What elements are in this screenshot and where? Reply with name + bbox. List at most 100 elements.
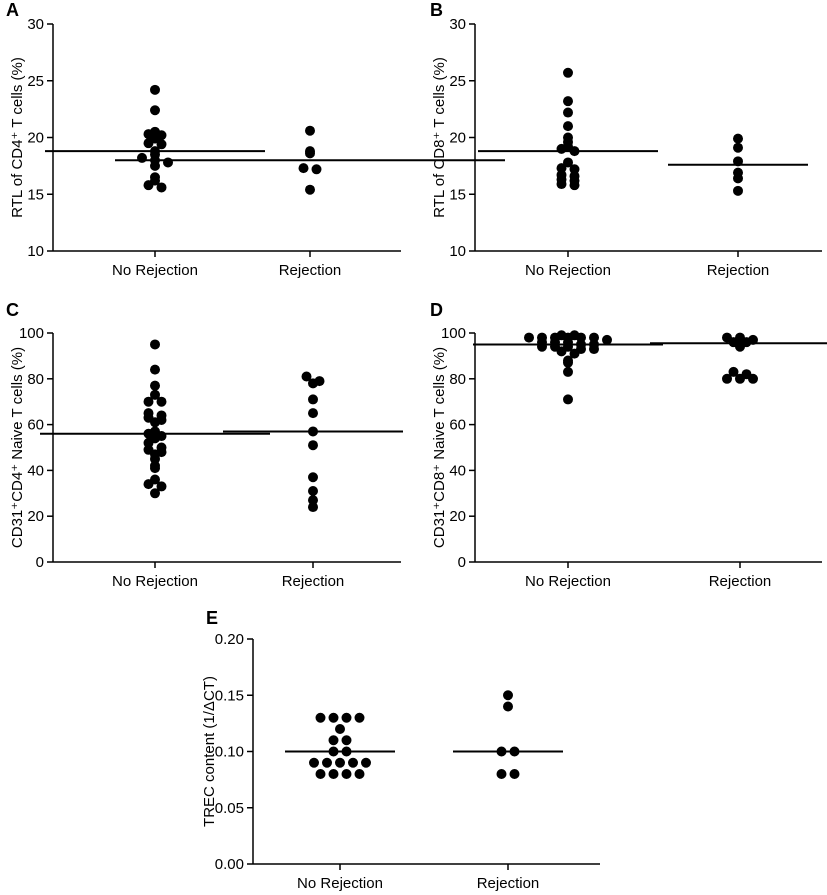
- data-point: [569, 330, 580, 341]
- y-tick-label: 0.15: [215, 687, 244, 704]
- data-point: [556, 163, 567, 174]
- data-point: [156, 182, 167, 193]
- x-category-label: No Rejection: [112, 262, 198, 279]
- data-point: [733, 133, 743, 144]
- data-point: [563, 132, 573, 143]
- data-point: [308, 472, 318, 483]
- y-tick-label: 0.00: [215, 856, 244, 873]
- data-point: [722, 373, 732, 384]
- data-point: [150, 126, 160, 137]
- data-point: [156, 410, 167, 421]
- x-category-label: Rejection: [477, 875, 540, 892]
- y-tick-label: 60: [449, 417, 466, 434]
- y-tick-label: 25: [449, 73, 466, 90]
- data-point: [315, 712, 326, 723]
- panel-letter: A: [6, 0, 19, 20]
- x-category-label: No Rejection: [525, 262, 611, 279]
- panel-letter: C: [6, 300, 19, 320]
- y-tick-label: 15: [449, 186, 466, 203]
- data-point: [308, 394, 318, 405]
- data-point: [328, 769, 339, 779]
- data-point: [308, 408, 318, 419]
- y-axis-title: RTL of CD8⁺ T cells (%): [431, 57, 448, 218]
- data-point: [156, 396, 167, 407]
- data-point: [341, 769, 352, 779]
- y-tick-label: 100: [19, 325, 44, 342]
- data-point: [328, 712, 339, 723]
- data-point: [341, 735, 352, 746]
- data-point: [308, 486, 318, 497]
- data-point: [150, 105, 160, 116]
- data-point: [563, 96, 573, 107]
- data-point: [150, 84, 160, 95]
- y-axis-title: RTL of CD4⁺ T cells (%): [9, 57, 26, 218]
- y-tick-label: 0.10: [215, 744, 244, 761]
- data-point: [311, 164, 322, 175]
- data-point: [563, 121, 573, 132]
- data-point: [524, 332, 534, 343]
- panel-c: C 0 20 40 60 80 100 No Rejection Rejection CD31⁺C…: [6, 300, 403, 590]
- data-point: [308, 440, 318, 451]
- y-tick-label: 20: [27, 130, 44, 147]
- data-point: [563, 157, 573, 168]
- x-category-label: Rejection: [279, 262, 342, 279]
- data-point: [150, 172, 160, 183]
- data-point: [315, 769, 326, 779]
- data-point: [156, 442, 167, 453]
- data-point: [537, 332, 547, 343]
- panel-letter: B: [430, 0, 443, 20]
- data-point: [735, 332, 745, 343]
- data-point: [163, 157, 173, 168]
- panel-a: A 10 15 20 25 30 No Rejection Rejection RTL of C…: [6, 0, 505, 279]
- data-point: [143, 408, 154, 419]
- y-tick-label: 80: [449, 371, 466, 388]
- data-point: [496, 769, 507, 779]
- data-point: [309, 757, 319, 768]
- data-point: [733, 167, 743, 178]
- data-point: [741, 369, 752, 380]
- data-point: [305, 184, 315, 195]
- y-tick-label: 0.20: [215, 631, 244, 648]
- data-point: [563, 366, 573, 377]
- data-point: [509, 769, 520, 779]
- data-point: [322, 757, 332, 768]
- y-tick-label: 0: [458, 554, 466, 571]
- y-tick-label: 20: [449, 508, 466, 525]
- y-tick-label: 30: [27, 16, 44, 33]
- data-point: [150, 364, 160, 375]
- y-tick-label: 80: [27, 371, 44, 388]
- panel-e: E 0.00 0.05 0.10 0.15 0.20 No Rejection Rejecti…: [201, 608, 600, 892]
- y-tick-label: 30: [449, 16, 466, 33]
- y-axis-title: TREC content (1/ΔCT): [201, 676, 218, 827]
- panel-letter: E: [206, 608, 218, 628]
- y-axis-title: CD31⁺CD8⁺ Naive T cells (%): [431, 347, 448, 548]
- data-point: [361, 757, 371, 768]
- y-tick-label: 15: [27, 186, 44, 203]
- data-point: [733, 142, 743, 153]
- data-point: [150, 380, 160, 391]
- data-point: [137, 152, 147, 163]
- y-tick-label: 40: [449, 462, 466, 479]
- data-point: [150, 488, 160, 499]
- data-point: [563, 355, 573, 366]
- data-point: [308, 495, 318, 506]
- y-tick-label: 10: [27, 243, 44, 260]
- y-tick-label: 60: [27, 417, 44, 434]
- data-point: [150, 339, 160, 350]
- panel-b: B 10 15 20 25 30 No Rejection Rejection RTL of C…: [430, 0, 822, 279]
- data-point: [335, 724, 345, 734]
- data-point: [563, 67, 573, 78]
- data-point: [143, 396, 154, 407]
- y-tick-label: 40: [27, 462, 44, 479]
- data-point: [150, 389, 160, 400]
- data-point: [354, 712, 365, 723]
- data-point: [143, 444, 154, 455]
- x-category-label: Rejection: [709, 573, 772, 590]
- y-tick-label: 0.05: [215, 800, 244, 817]
- data-point: [305, 125, 315, 136]
- data-point: [150, 474, 160, 485]
- data-point: [305, 146, 315, 157]
- x-category-label: Rejection: [707, 262, 770, 279]
- y-tick-label: 20: [27, 508, 44, 525]
